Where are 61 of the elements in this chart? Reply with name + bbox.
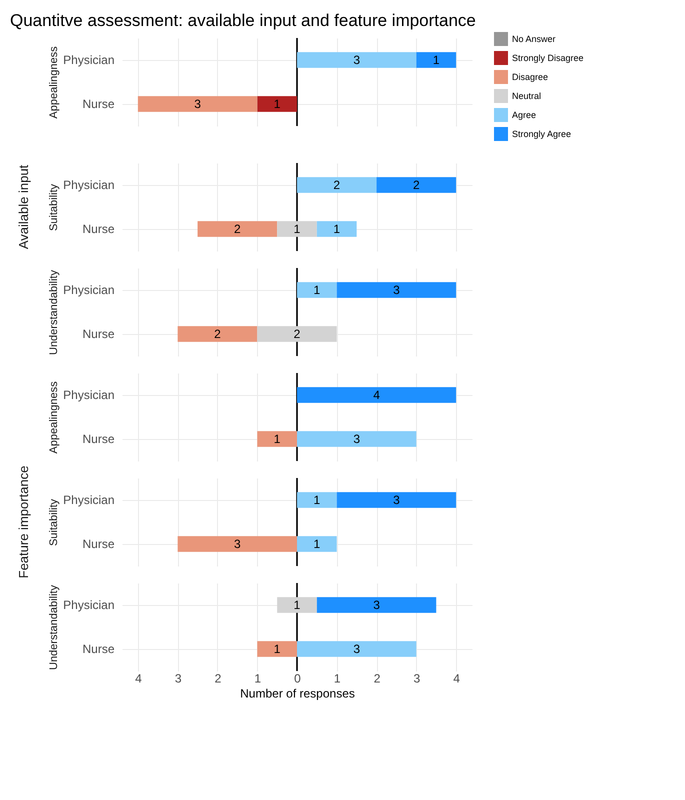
y-axis-title: Suitability <box>48 183 60 232</box>
data-label: 1 <box>274 97 281 111</box>
x-tick-label: 2 <box>374 672 381 686</box>
text: Feature importance <box>16 466 31 578</box>
y-tick-label: Physician <box>63 283 114 297</box>
data-label: 1 <box>274 642 281 656</box>
y-tick-label: Physician <box>63 598 114 612</box>
data-label: 3 <box>353 432 360 446</box>
data-label: 1 <box>274 432 281 446</box>
data-label: 2 <box>294 327 301 341</box>
y-axis-title: Understandability <box>48 270 60 355</box>
y-axis-title: Appealingness <box>48 46 60 119</box>
chart-title: Quantitve assessment: available input and feature importance <box>10 11 476 30</box>
y-tick-label: Nurse <box>82 222 115 236</box>
data-label: 3 <box>373 598 380 612</box>
x-tick-label: 4 <box>135 672 142 686</box>
data-label: 1 <box>294 222 301 236</box>
legend-label: Agree <box>512 110 536 120</box>
x-tick-label: 2 <box>214 672 222 686</box>
data-label: 1 <box>314 283 321 297</box>
data-label: 3 <box>393 493 400 507</box>
legend-label: Neutral <box>512 91 542 101</box>
data-label: 1 <box>333 222 340 236</box>
data-label: 3 <box>194 97 202 111</box>
x-tick-label: 3 <box>174 672 182 686</box>
legend-label: No Answer <box>512 34 556 44</box>
y-axis-title: Understandability <box>48 584 60 670</box>
data-label: 1 <box>294 598 301 612</box>
y-tick-label: Physician <box>63 178 114 192</box>
y-axis-title: Appealingness <box>48 380 60 454</box>
y-tick-label: Physician <box>63 388 114 402</box>
legend-label: Disagree <box>512 72 548 82</box>
data-label: 2 <box>412 178 420 192</box>
y-tick-label: Physician <box>63 493 114 507</box>
x-tick-label: 1 <box>254 672 262 686</box>
text: Available input <box>16 164 31 250</box>
y-tick-label: Nurse <box>82 432 115 446</box>
y-tick-label: Nurse <box>82 327 115 341</box>
data-label: 2 <box>214 327 222 341</box>
x-tick-label: 1 <box>334 672 341 686</box>
data-label: 2 <box>333 178 340 192</box>
x-tick-label: 3 <box>413 672 420 686</box>
x-tick-label: 0 <box>294 672 302 686</box>
data-label: 3 <box>393 283 400 297</box>
x-tick-label: 4 <box>453 672 460 686</box>
x-axis-title: Number of responses <box>240 686 355 700</box>
data-label: 3 <box>234 537 241 551</box>
data-label: 1 <box>314 493 321 507</box>
y-tick-label: Nurse <box>82 642 115 656</box>
legend-label: Strongly Disagree <box>512 53 584 63</box>
data-label: 2 <box>234 222 241 236</box>
data-label: 3 <box>353 642 360 656</box>
data-label: 3 <box>353 53 360 67</box>
y-tick-label: Nurse <box>82 97 115 111</box>
y-tick-label: Physician <box>63 53 114 67</box>
data-label: 1 <box>432 53 440 67</box>
y-tick-label: Nurse <box>82 537 115 551</box>
data-label: 1 <box>314 537 321 551</box>
data-label: 4 <box>373 388 380 402</box>
y-axis-title: Suitability <box>48 498 60 546</box>
legend-label: Strongly Agree <box>512 129 572 139</box>
